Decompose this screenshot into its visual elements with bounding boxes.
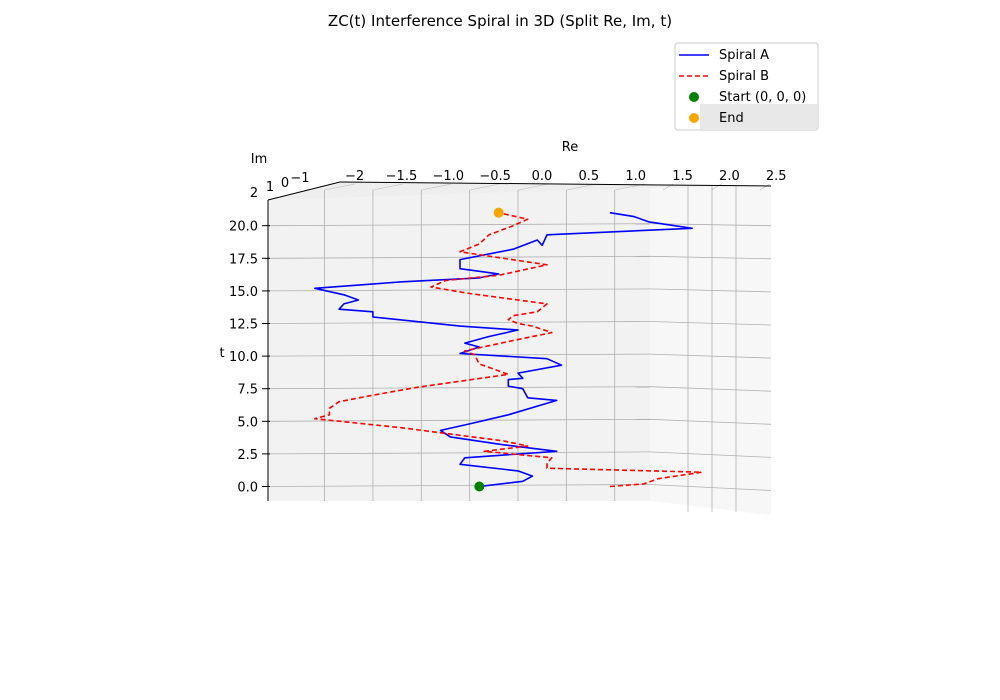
- z-gridline-0: [267, 484, 651, 487]
- z-gridline-side-6: [649, 288, 772, 293]
- back-pane: [268, 188, 650, 501]
- legend-label-end: End: [719, 111, 744, 126]
- y-axis-label: Im: [251, 152, 268, 167]
- z-gridline-side-4: [649, 353, 772, 359]
- x-tick-label-0: −2: [345, 169, 364, 184]
- legend-label-spiral-a: Spiral A: [719, 48, 769, 63]
- z-gridline-side-2: [649, 418, 772, 425]
- marker-layer: [474, 207, 504, 492]
- z-tick-label-7: 17.5: [229, 252, 258, 267]
- axis-ticks: 0.02.55.07.510.012.515.017.520.0−2 −1.5 −1…: [229, 169, 787, 496]
- z-gridline-3: [267, 386, 651, 390]
- x-axis-label: Re: [562, 140, 578, 155]
- z-gridline-8: [267, 223, 651, 227]
- z-gridline-7: [267, 255, 651, 259]
- y-tick-label-0: 2: [250, 186, 258, 201]
- z-gridline-5: [267, 321, 651, 324]
- end-marker: [493, 207, 504, 218]
- z-tick-label-0: 0.0: [237, 481, 258, 496]
- x-tick-label-2: −1.0: [433, 169, 465, 184]
- legend-overlap-pane: [700, 104, 817, 129]
- x-tick-label-9: 2.5: [766, 169, 787, 184]
- x-tick-label-6: 1.0: [625, 169, 646, 184]
- z-gridline-side-8: [649, 223, 772, 227]
- x-gridline-top-3: [469, 183, 500, 191]
- z-axis-label: t: [219, 346, 224, 361]
- z-tick-label-2: 5.0: [237, 415, 258, 430]
- series-line-spiral-b: [314, 211, 703, 488]
- x-tick-label-3: −0.5: [479, 169, 511, 184]
- x-tick-label-7: 1.5: [672, 169, 693, 184]
- x-axis-line: [339, 181, 772, 187]
- axis-panes: [268, 182, 771, 515]
- z-tick-label-5: 12.5: [229, 318, 258, 333]
- z-tick-label-6: 15.0: [229, 285, 258, 300]
- z-gridline-6: [267, 288, 651, 292]
- z-tick-label-3: 7.5: [237, 383, 258, 398]
- x-gridline-top-4: [517, 183, 549, 191]
- legend-swatch-start: [689, 92, 699, 102]
- x-tick-label-8: 2.0: [719, 169, 740, 184]
- y-tick-label-2: 0: [281, 176, 289, 191]
- x-gridline-top-5: [566, 183, 597, 191]
- x-gridline-top-9: [759, 183, 770, 191]
- series-layer: [314, 211, 703, 488]
- legend-label-start: Start (0, 0, 0): [719, 90, 806, 105]
- z-gridline-4: [267, 353, 651, 357]
- y-tick-label-3: −1: [290, 171, 309, 186]
- legend-label-spiral-b: Spiral B: [719, 69, 769, 84]
- z-gridline-side-5: [649, 321, 772, 326]
- y-tick-label-1: 1: [266, 180, 274, 195]
- series-line-spiral-a: [314, 211, 693, 488]
- top-pane: [268, 182, 771, 200]
- side-pane: [650, 186, 771, 515]
- z-gridline-1: [267, 451, 651, 455]
- x-gridline-top-0: [324, 183, 355, 191]
- x-tick-label-1: −1.5: [386, 169, 418, 184]
- z-gridline-side-1: [649, 451, 772, 458]
- legend-swatch-end: [689, 113, 699, 123]
- z-tick-label-8: 20.0: [229, 220, 258, 235]
- grid-lines: [267, 181, 772, 512]
- x-gridline-top-8: [711, 183, 722, 191]
- x-gridline-top-2: [421, 183, 452, 191]
- start-marker: [474, 481, 485, 492]
- x-gridline-top-1: [372, 183, 404, 191]
- z-tick-label-4: 10.0: [229, 350, 258, 365]
- chart-title: ZC(t) Interference Spiral in 3D (Split R…: [328, 12, 672, 30]
- y-axis-line: [267, 181, 341, 201]
- z-gridline-side-3: [649, 386, 772, 392]
- z-tick-label-1: 2.5: [237, 448, 258, 463]
- x-tick-label-4: 0.0: [532, 169, 553, 184]
- legend: Spiral A Spiral B Start (0, 0, 0) End: [674, 42, 819, 131]
- z-gridline-side-0: [649, 484, 772, 491]
- x-tick-label-5: 0.5: [579, 169, 600, 184]
- z-gridline-side-7: [649, 255, 772, 260]
